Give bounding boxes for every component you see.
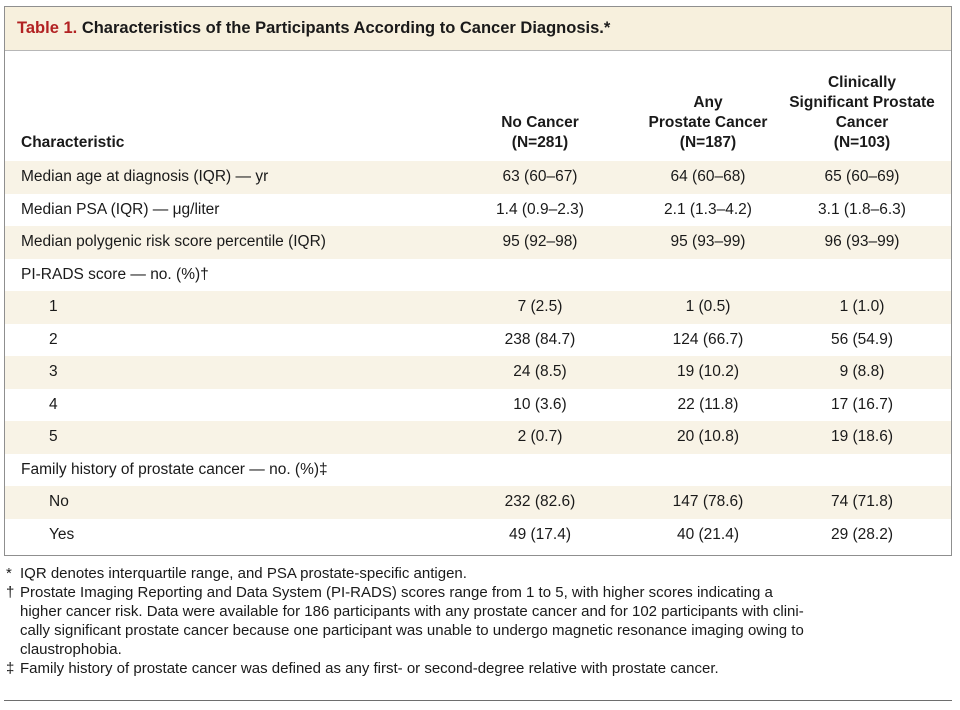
table-row: Median age at diagnosis (IQR) — yr 63 (60… (5, 161, 951, 194)
header-characteristic: Characteristic (21, 134, 125, 151)
cell-no-cancer: 49 (17.4) (508, 525, 572, 543)
cell-clinically-significant: 56 (54.9) (830, 330, 894, 348)
row-label: Median age at diagnosis (IQR) — yr (21, 168, 269, 186)
row-label: PI-RADS score — no. (%)† (21, 265, 209, 283)
table-row: No 232 (82.6) 147 (78.6) 74 (71.8) (5, 486, 951, 519)
cell-clinically-significant: 9 (8.8) (839, 363, 885, 381)
cell-clinically-significant: 65 (60–69) (824, 168, 900, 186)
cell-no-cancer: 63 (60–67) (502, 168, 578, 186)
header-line: Prostate Cancer (648, 114, 768, 131)
cell-no-cancer: 238 (84.7) (504, 330, 576, 348)
table-body: Median age at diagnosis (IQR) — yr 63 (60… (5, 161, 951, 551)
cell-any-prostate-cancer: 40 (21.4) (676, 525, 740, 543)
header-clinically-significant: Clinically Significant Prostate Cancer (… (777, 73, 947, 153)
row-label: Median PSA (IQR) — μg/liter (21, 200, 220, 218)
table-title: Table 1. Characteristics of the Particip… (17, 19, 610, 38)
footnote-mark: ‡ (6, 660, 15, 677)
cell-any-prostate-cancer: 95 (93–99) (670, 233, 746, 251)
table-row: PI-RADS score — no. (%)† (5, 259, 951, 292)
table-row: 4 10 (3.6) 22 (11.8) 17 (16.7) (5, 389, 951, 422)
row-label: No (49, 493, 69, 511)
header-no-cancer: No Cancer (N=281) (455, 113, 625, 153)
footnote-line: cally significant prostate cancer becaus… (20, 622, 804, 639)
footnote: * IQR denotes interquartile range, and PS… (6, 564, 950, 583)
footnote: ‡ Family history of prostate cancer was d… (6, 659, 950, 678)
header-any-prostate-cancer: Any Prostate Cancer (N=187) (623, 93, 793, 153)
row-label: Yes (49, 525, 75, 543)
header-line: (N=187) (679, 134, 737, 151)
row-label: 5 (49, 428, 58, 446)
table-row: Median polygenic risk score percentile (… (5, 226, 951, 259)
cell-no-cancer: 10 (3.6) (513, 395, 567, 413)
header-line: (N=281) (511, 134, 569, 151)
cell-no-cancer: 95 (92–98) (502, 233, 578, 251)
table-row: 2 238 (84.7) 124 (66.7) 56 (54.9) (5, 324, 951, 357)
table-row: 3 24 (8.5) 19 (10.2) 9 (8.8) (5, 356, 951, 389)
cell-any-prostate-cancer: 22 (11.8) (677, 395, 739, 413)
table-row: 1 7 (2.5) 1 (0.5) 1 (1.0) (5, 291, 951, 324)
footnote-line: claustrophobia. (20, 641, 122, 658)
row-label: 4 (49, 395, 58, 413)
header-line: Cancer (835, 114, 889, 131)
cell-no-cancer: 7 (2.5) (517, 298, 563, 316)
header-line: No Cancer (501, 114, 579, 131)
table-title-bar: Table 1. Characteristics of the Particip… (5, 7, 951, 51)
cell-any-prostate-cancer: 2.1 (1.3–4.2) (664, 200, 752, 218)
footnote-mark: † (6, 584, 15, 601)
table-number: Table 1. (17, 19, 78, 37)
cell-clinically-significant: 29 (28.2) (830, 525, 894, 543)
cell-clinically-significant: 96 (93–99) (824, 233, 900, 251)
cell-no-cancer: 2 (0.7) (517, 428, 563, 446)
cell-clinically-significant: 19 (18.6) (830, 428, 894, 446)
row-label: Family history of prostate cancer — no. … (21, 460, 328, 478)
table-header: Characteristic No Cancer (N=281) Any Pro… (5, 51, 951, 161)
table-row: Median PSA (IQR) — μg/liter 1.4 (0.9–2.3)… (5, 194, 951, 227)
header-line: Significant Prostate (789, 94, 935, 111)
header-line: (N=103) (833, 134, 891, 151)
row-label: 2 (49, 330, 58, 348)
cell-any-prostate-cancer: 19 (10.2) (676, 363, 740, 381)
row-label: 3 (49, 363, 58, 381)
table-row: 5 2 (0.7) 20 (10.8) 19 (18.6) (5, 421, 951, 454)
cell-any-prostate-cancer: 147 (78.6) (672, 493, 744, 511)
bottom-divider (4, 700, 952, 701)
footnote-line: Prostate Imaging Reporting and Data Syst… (20, 584, 773, 601)
cell-no-cancer: 1.4 (0.9–2.3) (496, 200, 584, 218)
cell-any-prostate-cancer: 1 (0.5) (685, 298, 731, 316)
cell-any-prostate-cancer: 64 (60–68) (670, 168, 746, 186)
header-line: Any (693, 94, 723, 111)
cell-any-prostate-cancer: 20 (10.8) (676, 428, 740, 446)
row-label: Median polygenic risk score percentile (… (21, 233, 326, 251)
table-row: Family history of prostate cancer — no. … (5, 454, 951, 487)
cell-no-cancer: 24 (8.5) (513, 363, 567, 381)
row-label: 1 (49, 298, 58, 316)
cell-clinically-significant: 1 (1.0) (839, 298, 885, 316)
footnote: † Prostate Imaging Reporting and Data Sys… (6, 583, 950, 659)
footnote-line: Family history of prostate cancer was de… (20, 660, 719, 677)
footnote-mark: * (6, 565, 12, 582)
table-title-text: Characteristics of the Participants Acco… (81, 19, 611, 37)
cell-clinically-significant: 74 (71.8) (830, 493, 894, 511)
footnotes: * IQR denotes interquartile range, and PS… (6, 564, 950, 678)
footnote-line: higher cancer risk. Data were available … (20, 603, 804, 620)
table-row: Yes 49 (17.4) 40 (21.4) 29 (28.2) (5, 519, 951, 552)
cell-no-cancer: 232 (82.6) (504, 493, 576, 511)
cell-clinically-significant: 17 (16.7) (830, 395, 894, 413)
cell-any-prostate-cancer: 124 (66.7) (672, 330, 744, 348)
footnote-line: IQR denotes interquartile range, and PSA… (20, 565, 467, 582)
table-frame: Table 1. Characteristics of the Particip… (4, 6, 952, 556)
header-line: Clinically (827, 74, 897, 91)
cell-clinically-significant: 3.1 (1.8–6.3) (818, 200, 906, 218)
